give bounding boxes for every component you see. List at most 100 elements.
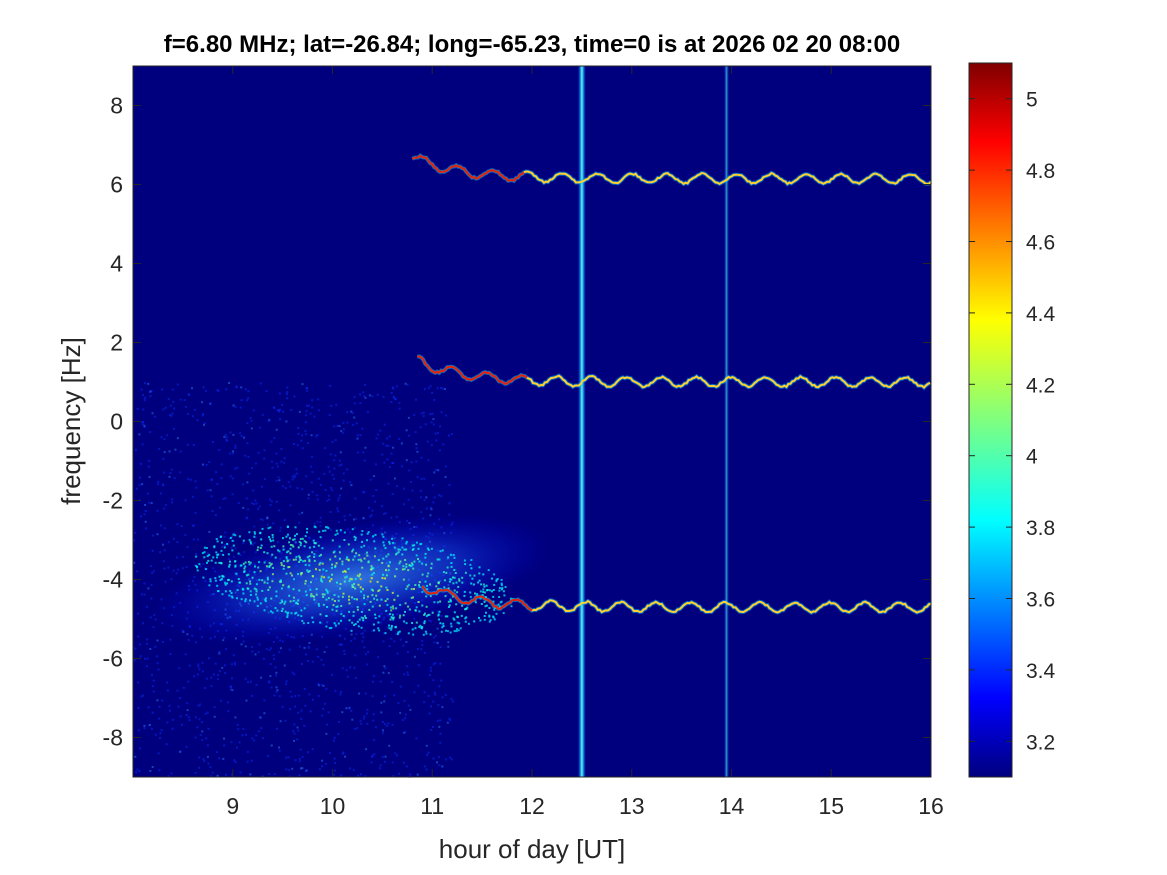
noise-speckle (330, 487, 333, 489)
noise-speckle (428, 619, 431, 622)
cloud-speckle (330, 578, 333, 581)
cloud-speckle (387, 553, 390, 556)
cloud-speckle (405, 587, 408, 590)
cloud-speckle (258, 578, 261, 581)
noise-speckle (184, 533, 187, 536)
noise-speckle (253, 541, 256, 544)
noise-speckle (357, 774, 360, 777)
noise-speckle (449, 719, 452, 722)
noise-speckle (293, 474, 296, 477)
cloud-speckle (405, 548, 408, 551)
noise-speckle (279, 647, 282, 650)
noise-speckle (278, 479, 281, 482)
noise-speckle (149, 770, 152, 772)
frequency-trace-peak (421, 585, 533, 612)
cloud-speckle (255, 593, 258, 596)
cloud-speckle (404, 602, 407, 605)
cloud-speckle (299, 542, 302, 545)
cloud-speckle (281, 600, 284, 603)
cloud-speckle (463, 590, 466, 593)
noise-speckle (375, 437, 378, 440)
cloud-speckle (385, 555, 388, 558)
cloud-speckle (231, 549, 234, 552)
cloud-speckle (228, 594, 231, 597)
noise-speckle (289, 504, 292, 507)
cloud-speckle (288, 541, 291, 544)
noise-speckle (362, 491, 365, 494)
noise-speckle (397, 702, 400, 705)
noise-speckle (331, 440, 334, 443)
noise-speckle (239, 771, 242, 774)
cloud-speckle (195, 555, 198, 558)
cloud-speckle (285, 556, 288, 559)
noise-speckle (402, 761, 405, 764)
cloud-speckle (464, 563, 467, 566)
cloud-speckle (415, 606, 418, 609)
cloud-speckle (455, 630, 458, 633)
cloud-speckle (401, 553, 404, 556)
cloud-speckle (433, 601, 436, 604)
cloud-speckle (347, 543, 350, 546)
noise-speckle (445, 414, 448, 417)
cloud-speckle (227, 578, 230, 581)
noise-speckle (362, 517, 365, 519)
noise-speckle (310, 481, 313, 484)
cloud-speckle (353, 598, 356, 600)
cloud-speckle (351, 621, 354, 624)
noise-speckle (333, 459, 336, 462)
cloud-speckle (331, 539, 334, 542)
noise-speckle (208, 657, 210, 660)
noise-speckle (209, 402, 212, 405)
cloud-speckle (226, 582, 229, 585)
noise-speckle (228, 382, 231, 384)
cloud-speckle (234, 534, 237, 537)
vertical-band (724, 66, 730, 777)
cloud-speckle (373, 540, 376, 543)
cloud-speckle (271, 573, 274, 576)
cloud-speckle (412, 567, 415, 570)
cloud-speckle (425, 595, 428, 598)
cloud-speckle (237, 552, 240, 555)
noise-speckle (154, 645, 157, 648)
cloud-speckle (430, 547, 433, 550)
cloud-speckle (363, 603, 366, 606)
cloud-speckle (286, 560, 289, 563)
cloud-speckle (288, 566, 291, 568)
noise-speckle (325, 687, 328, 690)
noise-speckle (395, 516, 398, 518)
noise-speckle (218, 757, 221, 760)
noise-speckle (168, 475, 171, 478)
cloud-speckle (421, 626, 424, 628)
cloud-speckle (253, 535, 256, 538)
noise-speckle (356, 437, 359, 440)
cloud-speckle (424, 580, 427, 583)
cloud-speckle (196, 566, 198, 569)
noise-speckle (259, 518, 262, 521)
noise-speckle (301, 663, 303, 665)
cloud-speckle (323, 576, 326, 579)
cloud-speckle (230, 592, 233, 594)
noise-speckle (254, 499, 257, 502)
noise-speckle (394, 752, 397, 755)
noise-speckle (300, 717, 303, 720)
noise-speckle (263, 449, 266, 452)
cloud-speckle (253, 532, 256, 535)
cloud-speckle (387, 569, 390, 572)
noise-speckle (420, 456, 423, 459)
cloud-speckle (349, 577, 352, 580)
noise-speckle (279, 526, 282, 529)
noise-speckle (433, 691, 436, 694)
cloud-speckle (301, 619, 304, 622)
noise-speckle (233, 532, 236, 535)
noise-speckle (353, 416, 356, 419)
noise-speckle (201, 661, 204, 664)
noise-speckle (424, 423, 427, 426)
cloud-speckle (256, 604, 259, 607)
cloud-speckle (294, 612, 297, 615)
noise-speckle (144, 527, 147, 530)
noise-speckle (264, 478, 267, 481)
cloud-speckle (450, 562, 453, 564)
cloud-speckle (414, 584, 417, 586)
cloud-speckle (249, 594, 252, 596)
noise-speckle (423, 388, 426, 391)
